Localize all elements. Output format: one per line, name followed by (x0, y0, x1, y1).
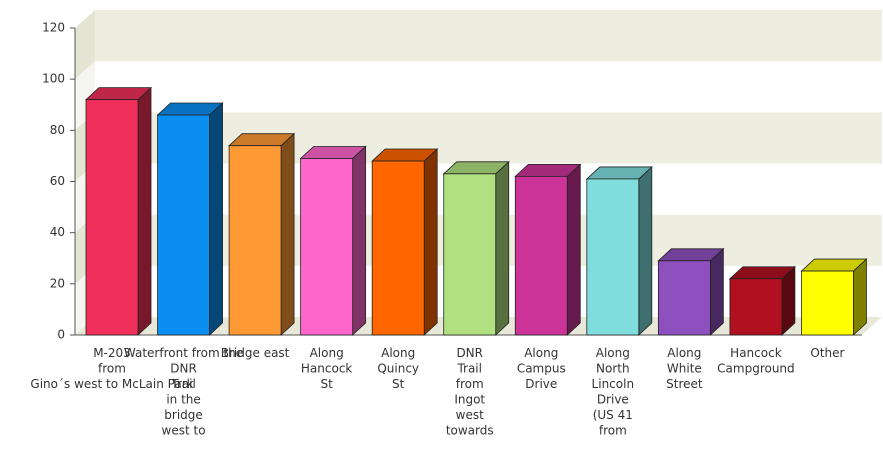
bar (800, 258, 868, 336)
bar-side (423, 148, 438, 336)
bar-side (495, 160, 510, 336)
bar (371, 148, 439, 336)
bar-front (228, 145, 282, 336)
x-tick-label: Bridge east (221, 346, 290, 360)
x-tick-label: Along North Lincoln Drive (US 41 from (592, 346, 635, 438)
bar-side (638, 166, 653, 336)
bar (657, 247, 725, 336)
bar-side (566, 163, 581, 336)
x-tick-label: M-203 from Gino´s west to McLain Park (30, 346, 193, 391)
bar-side (137, 86, 152, 336)
bar-front (801, 270, 854, 336)
x-tick-label: Along Quincy St (377, 346, 419, 391)
x-tick-label: Other (810, 346, 844, 360)
bar-side (352, 145, 367, 336)
wall-band (95, 61, 882, 113)
bar (84, 86, 153, 336)
bar (228, 132, 296, 336)
side-band (75, 10, 95, 80)
wall-band (95, 10, 882, 62)
bar-front (443, 173, 497, 336)
bar-front (300, 158, 354, 336)
bar (442, 160, 510, 336)
bar-front (157, 114, 210, 336)
bar-front (514, 175, 568, 336)
bar (728, 265, 796, 336)
y-tick-label: 0 (57, 328, 65, 342)
bar-side (853, 258, 867, 336)
y-tick-label: 20 (50, 276, 65, 290)
x-tick-label: Hancock Campground (717, 346, 795, 376)
bar-side (280, 132, 295, 336)
x-tick-label: Along Campus Drive (517, 346, 566, 391)
bar-side (209, 102, 223, 336)
bar-front (371, 160, 425, 336)
y-tick-label: 60 (50, 174, 65, 188)
y-tick-label: 40 (50, 225, 65, 239)
y-tick-label: 120 (42, 21, 65, 35)
bar (585, 166, 653, 336)
bar (514, 163, 582, 336)
y-tick-label: 100 (42, 72, 65, 86)
bar-front (729, 278, 783, 336)
bar-front (586, 178, 640, 336)
bar (299, 145, 367, 336)
bar-side (709, 247, 724, 336)
x-tick-label: DNR Trail from Ingot west towards (446, 346, 494, 438)
bar-front (85, 99, 139, 336)
x-tick-label: Along Hancock St (301, 346, 353, 391)
x-tick-label: Waterfront from the DNR Trail in the bridge w… (124, 346, 243, 438)
x-tick-label: Along White Street (666, 346, 703, 391)
bar-front (657, 260, 711, 336)
y-tick-label: 80 (50, 123, 65, 137)
bar (156, 102, 224, 336)
